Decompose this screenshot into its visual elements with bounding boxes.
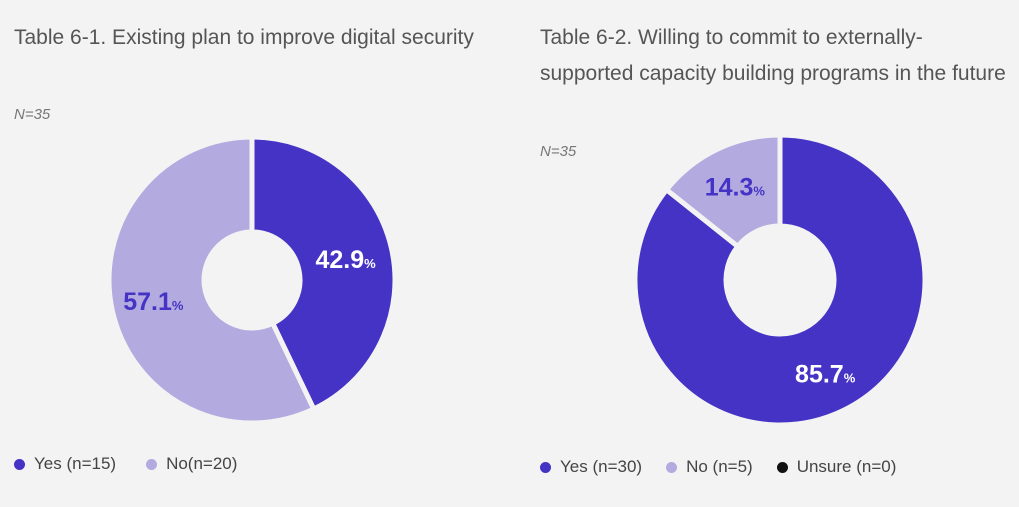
chart-1-legend-item-0: Yes (n=15) — [14, 454, 116, 474]
chart-2-legend-item-1: No (n=5) — [666, 457, 753, 477]
chart-1-legend-swatch-0 — [14, 458, 25, 470]
chart-1-title: Table 6-1. Existing plan to improve digi… — [14, 26, 474, 49]
chart-2-slice-1 — [663, 132, 783, 250]
chart-2-legend-swatch-0 — [540, 461, 551, 473]
chart-2-legend-item-0: Yes (n=30) — [540, 457, 642, 477]
chart-2-legend: Yes (n=30) No (n=5) Unsure (n=0) — [540, 457, 896, 477]
chart-1-slice-0-label: 42.9% — [316, 246, 377, 274]
chart-2-legend-swatch-2 — [776, 461, 788, 473]
chart-2-slice-0-label: 85.7% — [795, 361, 856, 389]
chart-panel-2: Table 6-2. Willing to commit to external… — [500, 0, 1019, 507]
chart-2-legend-label-2: Unsure (n=0) — [796, 457, 897, 476]
chart-2-legend-label-1: No (n=5) — [686, 457, 753, 476]
chart-panel-1: Table 6-1. Existing plan to improve digi… — [0, 0, 500, 507]
chart-1-legend-label-0: Yes (n=15) — [34, 454, 117, 473]
chart-1-sample-size: N=35 — [14, 106, 51, 123]
chart-1-legend-label-1: No(n=20) — [166, 454, 238, 473]
chart-2-donut: 85.7% 14.3% — [632, 132, 928, 428]
chart-1-donut: 42.9% 57.1% — [106, 134, 398, 426]
chart-1-slice-0 — [249, 134, 398, 413]
chart-1-legend: Yes (n=15) No(n=20) — [14, 454, 237, 474]
chart-1-legend-item-1: No(n=20) — [146, 454, 237, 474]
chart-1-slice-1-label: 57.1% — [123, 288, 184, 316]
chart-1-slice-1 — [106, 134, 318, 426]
chart-2-legend-label-0: Yes (n=30) — [560, 457, 643, 476]
chart-2-sample-size: N=35 — [540, 143, 577, 160]
chart-2-legend-swatch-1 — [666, 461, 678, 473]
chart-2-title: Table 6-2. Willing to commit to external… — [540, 26, 1006, 85]
chart-1-legend-swatch-1 — [146, 458, 158, 470]
chart-2-slice-1-label: 14.3% — [705, 173, 766, 201]
chart-2-slice-0 — [632, 132, 928, 428]
chart-2-legend-item-2: Unsure (n=0) — [776, 457, 897, 477]
